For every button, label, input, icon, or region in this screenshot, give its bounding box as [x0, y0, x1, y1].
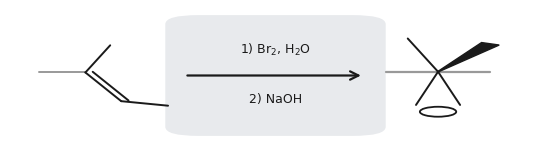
Text: 2) NaOH: 2) NaOH — [249, 93, 302, 106]
FancyBboxPatch shape — [165, 15, 386, 136]
Polygon shape — [437, 43, 499, 72]
Circle shape — [420, 107, 456, 117]
Text: 1) Br$_2$, H$_2$O: 1) Br$_2$, H$_2$O — [240, 42, 311, 58]
